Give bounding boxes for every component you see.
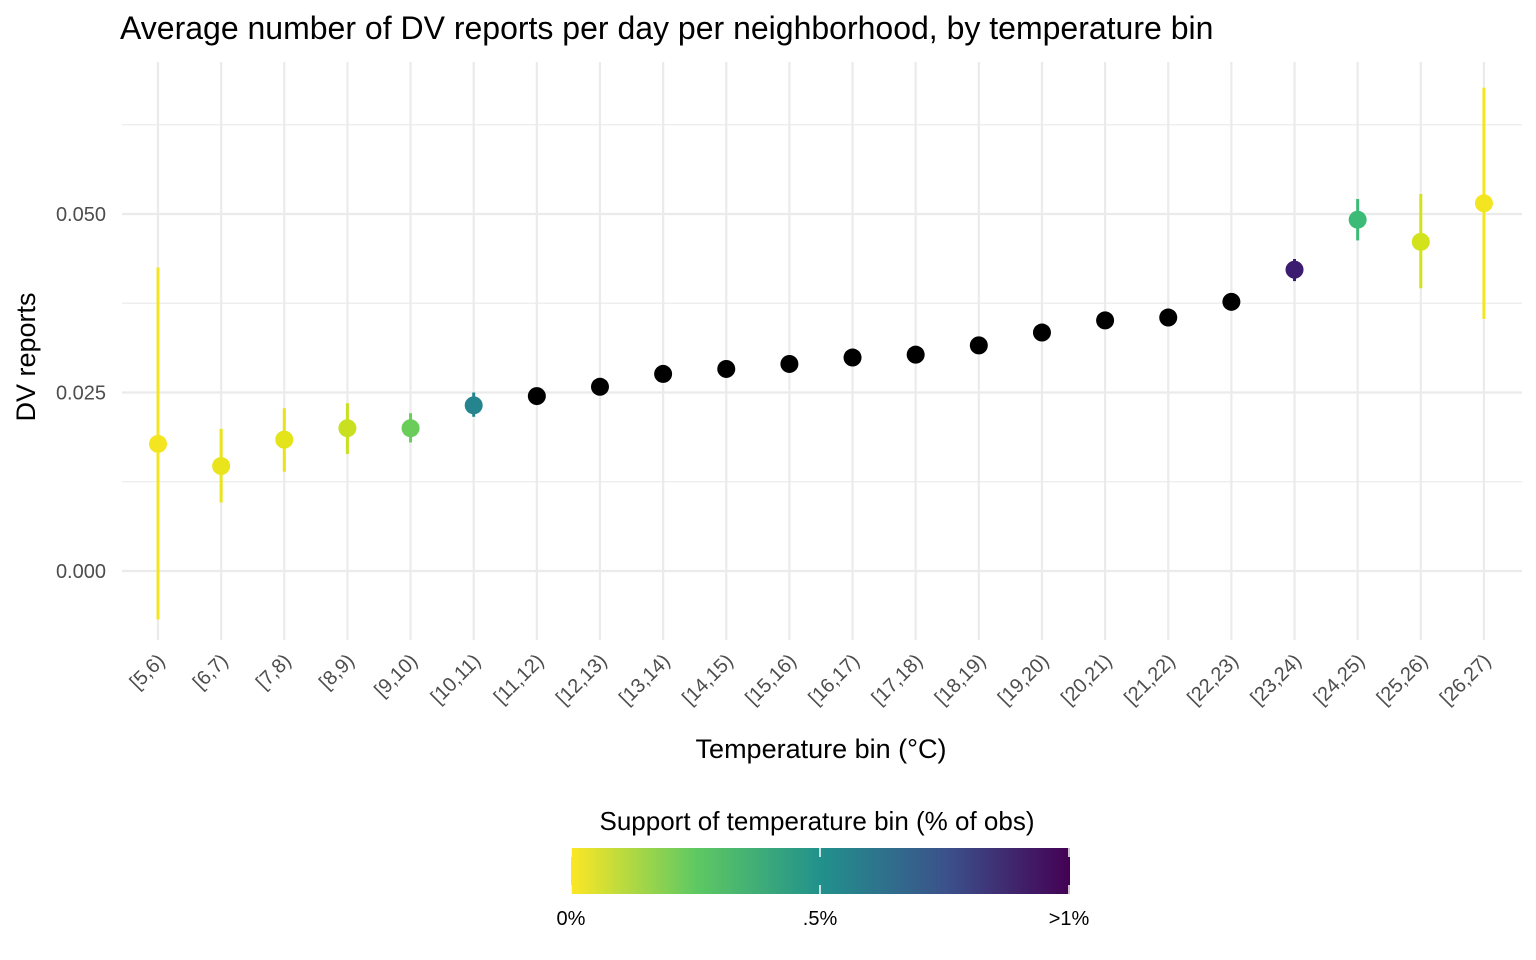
- data-point: [906, 345, 925, 364]
- error-bars: [156, 87, 1486, 620]
- x-tick-label: [19,20): [994, 650, 1054, 710]
- data-point: [464, 396, 483, 415]
- data-point: [969, 336, 988, 355]
- y-tick-label: 0.000: [56, 561, 106, 583]
- x-axis-title: Temperature bin (°C): [696, 734, 947, 764]
- x-tick-label: [22,23): [1183, 650, 1243, 710]
- x-tick-label: [12,13): [552, 650, 612, 710]
- x-tick-label: [26,27): [1436, 650, 1496, 710]
- data-point: [1032, 323, 1051, 342]
- x-tick-label: [10,11): [427, 650, 486, 709]
- data-point: [527, 387, 546, 406]
- data-point: [717, 359, 736, 378]
- data-point: [590, 377, 609, 396]
- color-legend: Support of temperature bin (% of obs) 0%…: [557, 806, 1090, 930]
- x-tick-label: [20,21): [1057, 650, 1117, 710]
- data-point: [1159, 308, 1178, 327]
- data-points: [149, 194, 1493, 476]
- data-point: [212, 457, 231, 476]
- x-tick-label: [7,8): [252, 650, 296, 694]
- y-tick-label: 0.050: [56, 204, 106, 226]
- data-point: [1222, 292, 1241, 311]
- legend-title: Support of temperature bin (% of obs): [599, 806, 1034, 836]
- x-tick-label: [16,17): [804, 650, 864, 710]
- x-tick-label: [8,9): [315, 650, 359, 694]
- x-tick-label: [5,6): [126, 650, 170, 694]
- data-point: [1411, 232, 1430, 251]
- data-point: [1474, 194, 1493, 213]
- legend-tick-label: 0%: [557, 908, 586, 930]
- x-tick-label: [13,14): [615, 650, 675, 710]
- x-tick-label: [25,26): [1373, 650, 1433, 710]
- legend-tick-label: >1%: [1049, 908, 1090, 930]
- grid: [122, 62, 1522, 640]
- x-tick-label: [17,18): [868, 650, 928, 710]
- x-tick-label: [24,25): [1310, 650, 1370, 710]
- data-point: [780, 354, 799, 373]
- x-tick-label: [15,16): [741, 650, 801, 710]
- data-point: [338, 419, 357, 438]
- data-point: [1348, 210, 1367, 229]
- x-tick-label: [14,15): [678, 650, 738, 710]
- x-tick-label: [9,10): [370, 650, 422, 702]
- x-axis-ticks: [5,6) [6,7) [7,8) [8,9) [9,10) [10,11) [11,12)…: [126, 650, 1496, 710]
- x-tick-label: [18,19): [931, 650, 991, 710]
- legend-tick-label: .5%: [803, 908, 838, 930]
- chart-title: Average number of DV reports per day per…: [120, 10, 1213, 46]
- x-tick-label: [21,22): [1120, 650, 1180, 710]
- x-tick-label: [11,12): [490, 650, 549, 709]
- data-point: [149, 434, 167, 453]
- data-point: [843, 348, 862, 367]
- x-tick-label: [6,7): [189, 650, 233, 694]
- data-point: [1096, 311, 1115, 330]
- data-point: [401, 419, 420, 438]
- y-axis-ticks: 0.000 0.025 0.050: [56, 204, 106, 583]
- data-point: [1285, 260, 1304, 279]
- y-axis-title: DV reports: [11, 292, 41, 421]
- data-point: [275, 430, 294, 449]
- x-tick-label: [23,24): [1246, 650, 1306, 710]
- data-point: [654, 364, 673, 383]
- y-tick-label: 0.025: [56, 383, 106, 405]
- legend-ticks: 0% .5% >1%: [557, 848, 1090, 930]
